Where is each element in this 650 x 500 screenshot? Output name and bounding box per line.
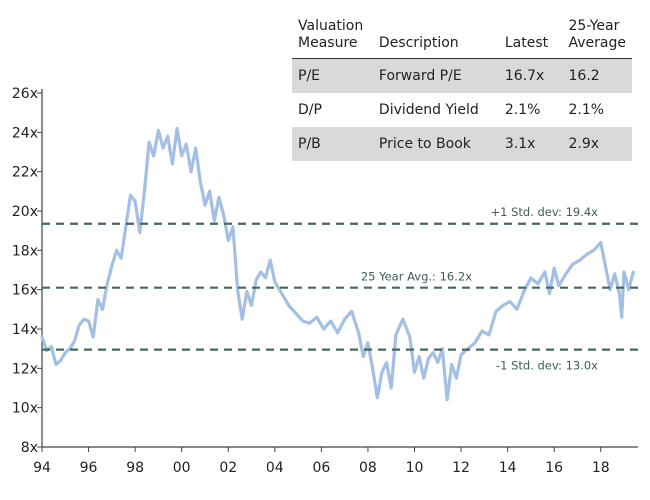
reference-lines: +1 Std. dev: 19.4x 25 Year Avg.: 16.2x -1 … [42, 205, 638, 373]
y-tick-label: 14x [12, 322, 38, 338]
header-valuation-measure: Valuation Measure [292, 14, 373, 59]
x-axis-ticks: 94 96 98 00 02 04 06 08 10 12 14 16 18 [33, 447, 610, 476]
x-tick-label: 08 [359, 460, 377, 476]
header-25-year-average: 25-Year Average [562, 14, 632, 59]
table-row-pb: P/B Price to Book 3.1x 2.9x [292, 127, 632, 161]
y-tick-label: 12x [12, 361, 38, 377]
cell-average: 2.9x [562, 127, 632, 161]
header-latest: Latest [498, 14, 563, 59]
y-tick-label: 16x [12, 283, 38, 299]
y-tick-label: 10x [12, 401, 38, 417]
y-tick-label: 24x [12, 125, 38, 141]
cell-measure: P/B [292, 127, 373, 161]
series-line-forward-pe [40, 126, 635, 402]
x-tick-label: 04 [266, 460, 284, 476]
x-tick-label: 16 [545, 460, 563, 476]
table-row-pe: P/E Forward P/E 16.7x 16.2 [292, 58, 632, 93]
x-tick-label: 18 [592, 460, 610, 476]
cell-description: Forward P/E [372, 58, 499, 93]
x-tick-label: 10 [406, 460, 424, 476]
x-tick-label: 12 [452, 460, 470, 476]
cell-latest: 16.7x [498, 58, 563, 93]
cell-latest: 3.1x [498, 127, 563, 161]
x-tick-label: 96 [80, 460, 98, 476]
chart-axes [41, 89, 638, 448]
cell-description: Price to Book [372, 127, 499, 161]
x-tick-label: 94 [33, 460, 51, 476]
x-tick-label: 98 [126, 460, 144, 476]
x-tick-label: 00 [173, 460, 191, 476]
valuation-table-header-row: Valuation Measure Description Latest 25-… [292, 14, 632, 59]
y-tick-label: 26x [12, 86, 38, 102]
y-tick-label: 22x [12, 165, 38, 181]
series-layer [40, 126, 635, 402]
y-tick-label: 20x [12, 204, 38, 220]
y-tick-label: 18x [12, 243, 38, 259]
ref-label-average: 25 Year Avg.: 16.2x [361, 270, 472, 284]
y-axis-ticks: 8x 10x 12x 14x 16x 18x 20x 22x 24x 26x [12, 86, 42, 456]
ref-label-plus-one-std: +1 Std. dev: 19.4x [490, 205, 598, 219]
cell-description: Dividend Yield [378, 102, 479, 118]
x-tick-label: 14 [499, 460, 517, 476]
cell-average: 2.1% [568, 102, 605, 118]
valuation-table: Valuation Measure Description Latest 25-… [292, 14, 632, 161]
x-tick-label: 06 [312, 460, 330, 476]
cell-measure: P/E [292, 58, 373, 93]
y-tick-label: 8x [21, 440, 38, 456]
cell-measure: D/P [298, 102, 322, 118]
ref-label-minus-one-std: -1 Std. dev: 13.0x [496, 359, 598, 373]
header-description: Description [372, 14, 499, 59]
x-tick-label: 02 [219, 460, 237, 476]
table-row-dp: D/P Dividend Yield 2.1% 2.1% [292, 93, 632, 127]
cell-latest: 2.1% [504, 102, 541, 118]
cell-average: 16.2 [562, 58, 632, 93]
